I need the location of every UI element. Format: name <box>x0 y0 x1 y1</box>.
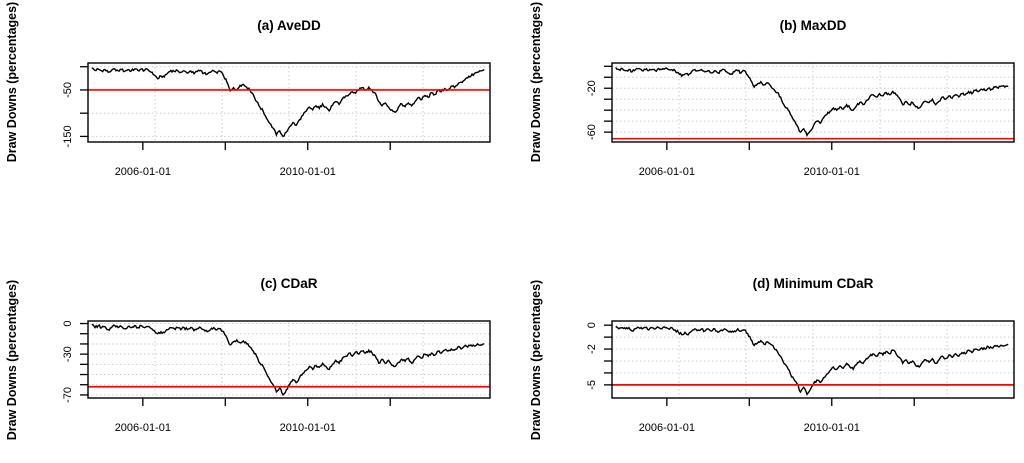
y-axis-label: Draw Downs (percentages) <box>5 280 19 440</box>
y-tick-label: -150 <box>62 125 74 147</box>
panel-title: (b) MaxDD <box>780 18 847 33</box>
y-tick-label: -50 <box>62 82 74 98</box>
x-tick-label: 2006-01-01 <box>115 422 171 434</box>
x-tick-label: 2006-01-01 <box>639 166 695 178</box>
plot-box <box>87 62 491 143</box>
y-tick-label: -30 <box>62 346 74 362</box>
y-tick-label: -5 <box>586 380 598 390</box>
x-tick-label: 2010-01-01 <box>280 422 336 434</box>
drawdown-series <box>615 325 1009 396</box>
panel-b: 2006-01-01 2010-01-01 -20 -60 (b) MaxDD Draw … <box>529 2 1015 178</box>
plot-box <box>87 320 491 399</box>
panel-title: (d) Minimum CDaR <box>753 276 874 291</box>
y-tick-label: 0 <box>586 322 598 328</box>
y-axis-label: Draw Downs (percentages) <box>5 2 19 162</box>
panel-d: 2006-01-01 2010-01-01 0 -2 -5 (d) Minimum CDa… <box>529 276 1015 440</box>
y-tick-label: -60 <box>586 124 598 140</box>
x-tick-label: 2006-01-01 <box>115 166 171 178</box>
x-tick-label: 2006-01-01 <box>639 422 695 434</box>
y-axis-label: Draw Downs (percentages) <box>529 280 543 440</box>
x-tick-label: 2010-01-01 <box>804 422 860 434</box>
x-tick-label: 2010-01-01 <box>804 166 860 178</box>
y-tick-label: -2 <box>586 344 598 354</box>
y-axis-label: Draw Downs (percentages) <box>529 2 543 162</box>
x-tick-label: 2010-01-01 <box>280 166 336 178</box>
y-tick-label: -20 <box>586 80 598 96</box>
panel-title: (a) AveDD <box>257 18 321 33</box>
plot-box <box>611 320 1015 399</box>
y-tick-label: 0 <box>62 320 74 326</box>
drawdown-series <box>91 67 485 138</box>
panel-c: 2006-01-01 2010-01-01 0 -30 -70 (c) CDaR Draw … <box>5 276 491 440</box>
panel-a: 2006-01-01 2010-01-01 -50 -150 (a) AveDD Draw… <box>5 2 491 178</box>
y-tick-label: -70 <box>62 387 74 403</box>
plot-box <box>611 62 1015 143</box>
drawdown-series <box>615 67 1009 138</box>
panel-title: (c) CDaR <box>260 276 317 291</box>
